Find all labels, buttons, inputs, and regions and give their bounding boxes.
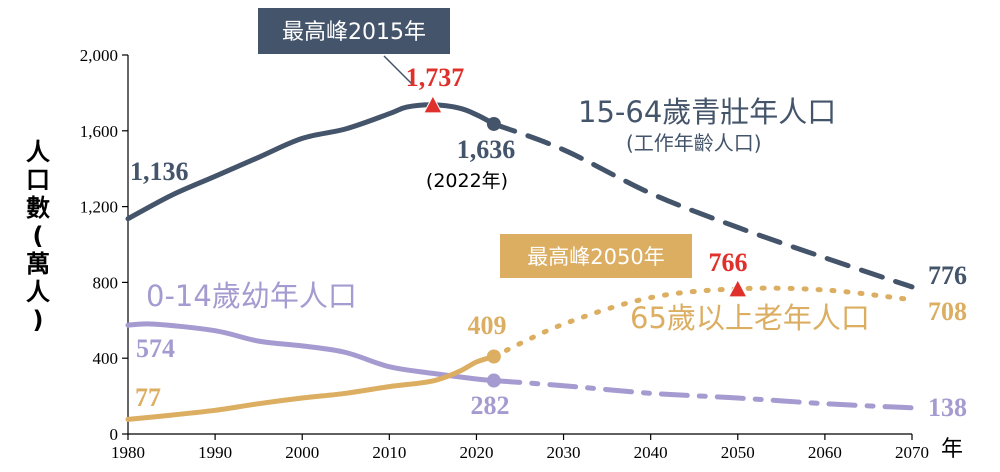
young-2022-dot [486, 373, 501, 388]
young-end-value: 138 [928, 393, 967, 422]
working-end-value: 776 [928, 261, 967, 290]
x-tick-label: 1990 [198, 443, 232, 462]
young-start-value: 574 [136, 334, 175, 363]
y-tick-label: 800 [93, 273, 119, 292]
y-tick-label: 400 [93, 349, 119, 368]
working-peak-leader-line [383, 55, 413, 85]
y-axis-label: 人口數(萬人) [26, 138, 50, 334]
x-tick-label: 2070 [895, 443, 929, 462]
working-peak-box: 最高峰2015年 [258, 8, 450, 85]
elderly-peak-triangle [727, 278, 748, 298]
series-lines [125, 102, 915, 422]
x-tick-label: 2010 [372, 443, 406, 462]
elderly-peak-value: 766 [709, 248, 748, 277]
working-peak-box-bg [258, 8, 450, 54]
working-2022-year-note: (2022年) [426, 170, 508, 192]
young-projected-line [491, 378, 915, 411]
elderly-peak-box-bg [500, 234, 692, 278]
x-tick-label: 2060 [808, 443, 842, 462]
elderly-peak-box-text: 最高峰2050年 [527, 245, 664, 269]
x-tick-label: 2040 [634, 443, 668, 462]
elderly-peak-box: 最高峰2050年 [500, 234, 692, 278]
elderly-series-name: 65歲以上老年人口 [630, 301, 870, 335]
x-tick-label: 2000 [285, 443, 319, 462]
y-ticks: 0 400 800 1,200 1,600 2,000 [80, 46, 128, 444]
y-tick-label: 0 [110, 425, 119, 444]
elderly-2022-value: 409 [468, 311, 507, 340]
elderly-actual-line [125, 354, 497, 422]
working-start-value: 1,136 [130, 157, 189, 186]
x-tick-label: 2050 [721, 443, 755, 462]
y-tick-label: 1,600 [80, 122, 118, 141]
y-tick-label: 1,200 [80, 198, 118, 217]
x-ticks: 1980 1990 2000 2010 2020 2030 2040 2050 2060 2070 [111, 434, 929, 462]
markers [423, 94, 748, 388]
elderly-2022-dot [486, 349, 501, 364]
y-tick-label: 2,000 [80, 46, 118, 65]
working-projected-line [491, 121, 915, 290]
axes: 0 400 800 1,200 1,600 2,000 1980 1990 2000 2010 2… [80, 46, 963, 462]
working-peak-triangle [423, 94, 443, 114]
working-peak-box-text: 最高峰2015年 [282, 20, 426, 45]
young-series-name: 0-14歲幼年人口 [146, 279, 357, 313]
working-2022-value: 1,636 [457, 135, 516, 164]
x-tick-label: 1980 [111, 443, 145, 462]
x-axis-unit: 年 [941, 437, 963, 462]
working-series-name: 15-64歲青壯年人口 [578, 95, 836, 129]
x-tick-label: 2020 [459, 443, 493, 462]
working-series-subname: (工作年齡人口) [626, 131, 762, 155]
elderly-start-value: 77 [135, 383, 161, 412]
elderly-end-value: 708 [928, 297, 967, 326]
young-2022-value: 282 [471, 391, 510, 420]
x-tick-label: 2030 [547, 443, 581, 462]
working-peak-value: 1,737 [406, 63, 465, 92]
working-2022-dot [486, 116, 501, 131]
working-actual-line [125, 102, 497, 222]
young-actual-line [125, 321, 497, 384]
elderly-projected-line [491, 285, 915, 359]
